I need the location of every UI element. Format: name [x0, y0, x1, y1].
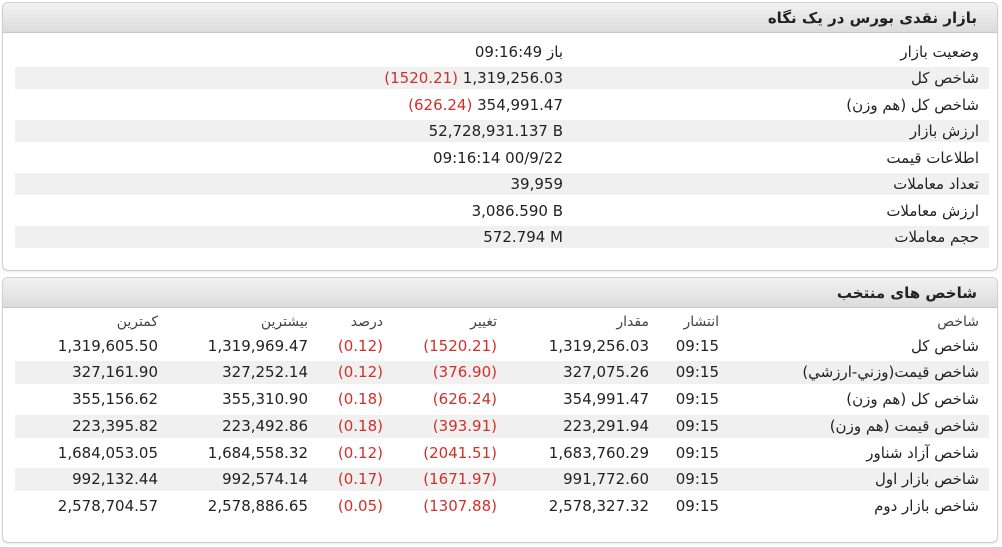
summary-row-market-value: ارزش بازار 52,728,931.137 B	[15, 120, 989, 142]
index-change: (393.91)	[432, 417, 497, 435]
summary-value: باز 09:16:49	[474, 43, 563, 61]
index-value: 223,291.94	[563, 417, 649, 435]
index-min: 1,319,605.50	[57, 337, 158, 355]
selected-indices-title: شاخص های منتخب	[3, 278, 997, 308]
index-time: 09:15	[675, 444, 719, 462]
header-time: انتشار	[683, 314, 719, 330]
index-min: 355,156.62	[72, 390, 158, 408]
summary-value: (626.24) 354,991.47	[408, 94, 563, 116]
summary-label: اطلاعات قیمت	[886, 149, 979, 167]
index-percent: (0.18)	[337, 417, 383, 435]
summary-label: وضعیت بازار	[900, 43, 979, 61]
index-name: شاخص آزاد شناور	[866, 444, 979, 462]
summary-value: 3,086.590 B	[471, 202, 563, 220]
header-change: تغییر	[470, 314, 497, 330]
summary-label: شاخص کل (هم وزن)	[846, 96, 979, 114]
index-percent: (0.12)	[337, 363, 383, 381]
header-name: شاخص	[937, 314, 979, 330]
summary-value: (1520.21) 1,319,256.03	[384, 67, 563, 89]
summary-row-equal-weight-index: شاخص کل (هم وزن) (626.24) 354,991.47	[15, 94, 989, 116]
index-max: 355,310.90	[222, 390, 308, 408]
index-max: 223,492.86	[222, 417, 308, 435]
summary-label: تعداد معاملات	[893, 175, 979, 193]
index-change: (1671.97)	[423, 470, 497, 488]
index-max: 2,578,886.65	[207, 497, 308, 515]
index-min: 992,132.44	[72, 470, 158, 488]
index-max: 1,684,558.32	[207, 444, 308, 462]
index-max: 1,319,969.47	[207, 337, 308, 355]
index-change: (626.24)	[432, 390, 497, 408]
index-value: 991,772.60	[563, 470, 649, 488]
index-change: (1307.88)	[423, 497, 497, 515]
index-percent: (0.05)	[337, 497, 383, 515]
table-row[interactable]: شاخص بازار اول 09:15 991,772.60 (1671.97…	[15, 468, 989, 491]
index-time: 09:15	[675, 390, 719, 408]
index-name: شاخص بازار اول	[874, 470, 979, 488]
summary-change: (1520.21)	[384, 69, 459, 87]
index-percent: (0.18)	[337, 390, 383, 408]
summary-label: حجم معاملات	[894, 228, 979, 246]
index-value: 327,075.26	[563, 363, 649, 381]
index-name: شاخص قیمت(وزني-ارزشي)	[802, 363, 979, 381]
summary-label: ارزش بازار	[909, 122, 979, 140]
index-min: 2,578,704.57	[57, 497, 158, 515]
header-min: کمترین	[116, 314, 158, 330]
index-percent: (0.12)	[337, 337, 383, 355]
summary-row-trade-value: ارزش معاملات 3,086.590 B	[15, 200, 989, 222]
index-change: (1520.21)	[423, 337, 497, 355]
index-change: (2041.51)	[423, 444, 497, 462]
summary-value: 09:16:14 00/9/22	[433, 149, 563, 167]
table-row[interactable]: شاخص قیمت(وزني-ارزشي) 09:15 327,075.26 (…	[15, 361, 989, 384]
market-summary-title: بازار نقدی بورس در یک نگاه	[3, 3, 997, 33]
index-min: 223,395.82	[72, 417, 158, 435]
index-time: 09:15	[675, 417, 719, 435]
summary-change: (626.24)	[408, 96, 473, 114]
index-time: 09:15	[675, 497, 719, 515]
index-min: 327,161.90	[72, 363, 158, 381]
index-value: 1,319,256.03	[548, 337, 649, 355]
summary-value: 39,959	[510, 175, 564, 193]
table-row[interactable]: شاخص بازار دوم 09:15 2,578,327.32 (1307.…	[15, 495, 989, 518]
header-max: بیشترین	[260, 314, 308, 330]
index-percent: (0.12)	[337, 444, 383, 462]
summary-row-price-info: اطلاعات قیمت 09:16:14 00/9/22	[15, 147, 989, 169]
index-value: 354,991.47	[563, 390, 649, 408]
index-name: شاخص کل	[910, 337, 979, 355]
index-name: شاخص بازار دوم	[874, 497, 979, 515]
market-summary-panel: بازار نقدی بورس در یک نگاه وضعیت بازار ب…	[2, 2, 998, 271]
index-percent: (0.17)	[337, 470, 383, 488]
header-value: مقدار	[616, 314, 649, 330]
summary-label: شاخص کل	[910, 69, 979, 87]
index-max: 327,252.14	[222, 363, 308, 381]
summary-row-trade-count: تعداد معاملات 39,959	[15, 173, 989, 195]
index-name: شاخص کل (هم وزن)	[846, 390, 979, 408]
summary-number: 1,319,256.03	[462, 69, 563, 87]
table-row[interactable]: شاخص کل 09:15 1,319,256.03 (1520.21) (0.…	[15, 335, 989, 358]
index-value: 1,683,760.29	[548, 444, 649, 462]
selected-indices-panel: شاخص های منتخب شاخص انتشار مقدار تغییر د…	[2, 277, 998, 543]
summary-label: ارزش معاملات	[886, 202, 979, 220]
index-min: 1,684,053.05	[57, 444, 158, 462]
header-percent: درصد	[350, 314, 383, 330]
index-max: 992,574.14	[222, 470, 308, 488]
index-time: 09:15	[675, 363, 719, 381]
indices-table-header: شاخص انتشار مقدار تغییر درصد بیشترین کمت…	[15, 311, 989, 333]
table-row[interactable]: شاخص کل (هم وزن) 09:15 354,991.47 (626.2…	[15, 388, 989, 411]
table-row[interactable]: شاخص قیمت (هم وزن) 09:15 223,291.94 (393…	[15, 415, 989, 438]
index-time: 09:15	[675, 470, 719, 488]
index-change: (376.90)	[432, 363, 497, 381]
index-time: 09:15	[675, 337, 719, 355]
summary-value: 572.794 M	[483, 228, 563, 246]
summary-number: 354,991.47	[477, 96, 563, 114]
index-value: 2,578,327.32	[548, 497, 649, 515]
summary-value: 52,728,931.137 B	[428, 122, 563, 140]
summary-row-market-status: وضعیت بازار باز 09:16:49	[15, 41, 989, 63]
index-name: شاخص قیمت (هم وزن)	[829, 417, 979, 435]
table-row[interactable]: شاخص آزاد شناور 09:15 1,683,760.29 (2041…	[15, 442, 989, 465]
summary-row-total-index: شاخص کل (1520.21) 1,319,256.03	[15, 67, 989, 89]
summary-row-trade-volume: حجم معاملات 572.794 M	[15, 226, 989, 248]
